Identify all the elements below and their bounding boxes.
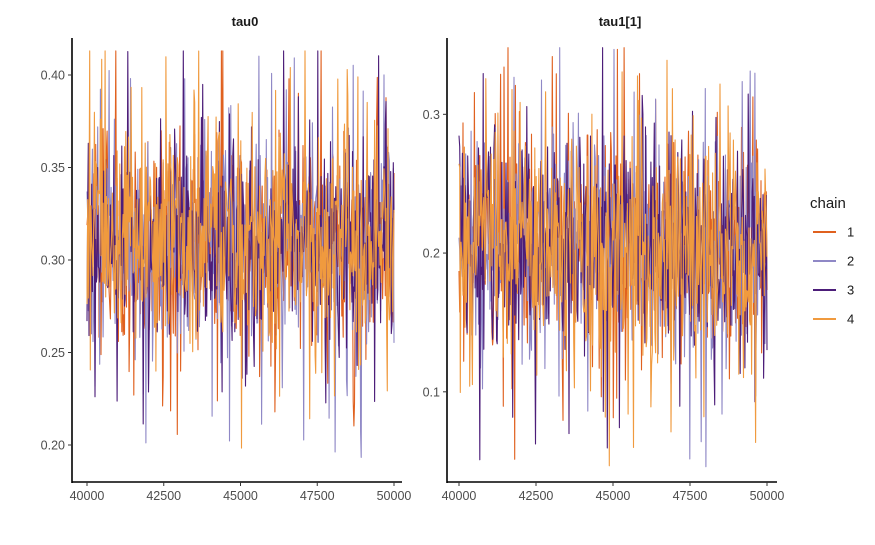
x-tick-label: 45000 bbox=[596, 489, 631, 503]
panel-title: tau1[1] bbox=[599, 14, 642, 29]
trace-lines bbox=[458, 47, 768, 468]
y-tick-label: 0.25 bbox=[41, 346, 65, 360]
x-tick-label: 47500 bbox=[673, 489, 708, 503]
panel-2: tau1[1] 0.1 0.2 0.3 40000 42500 45000 47500 5000… bbox=[423, 14, 785, 503]
panel-1: tau0 0.20 0.25 0.30 0.35 0.40 40000 42500 45000 4… bbox=[41, 14, 412, 503]
legend-label-chain-2: 2 bbox=[847, 254, 854, 269]
y-tick-label: 0.1 bbox=[423, 385, 440, 399]
x-tick-label: 40000 bbox=[442, 489, 477, 503]
y-tick-label: 0.20 bbox=[41, 439, 65, 453]
x-tick-label: 42500 bbox=[519, 489, 554, 503]
x-tick-label: 45000 bbox=[223, 489, 258, 503]
legend-label-chain-4: 4 bbox=[847, 312, 854, 327]
trace-line-chain-4 bbox=[458, 59, 768, 467]
y-tick-label: 0.30 bbox=[41, 254, 65, 268]
y-tick-label: 0.2 bbox=[423, 247, 440, 261]
legend-label-chain-1: 1 bbox=[847, 225, 854, 240]
panel-title: tau0 bbox=[232, 14, 259, 29]
x-tick-label: 50000 bbox=[377, 489, 412, 503]
y-tick-label: 0.40 bbox=[41, 69, 65, 83]
legend-title: chain bbox=[810, 195, 846, 212]
trace-line-chain-4 bbox=[86, 50, 395, 449]
x-tick-label: 50000 bbox=[750, 489, 785, 503]
x-tick-label: 47500 bbox=[300, 489, 335, 503]
y-tick-label: 0.35 bbox=[41, 161, 65, 175]
trace-lines bbox=[86, 50, 395, 458]
x-tick-label: 40000 bbox=[70, 489, 105, 503]
y-tick-label: 0.3 bbox=[423, 108, 440, 122]
x-tick-label: 42500 bbox=[146, 489, 181, 503]
legend-label-chain-3: 3 bbox=[847, 283, 854, 298]
